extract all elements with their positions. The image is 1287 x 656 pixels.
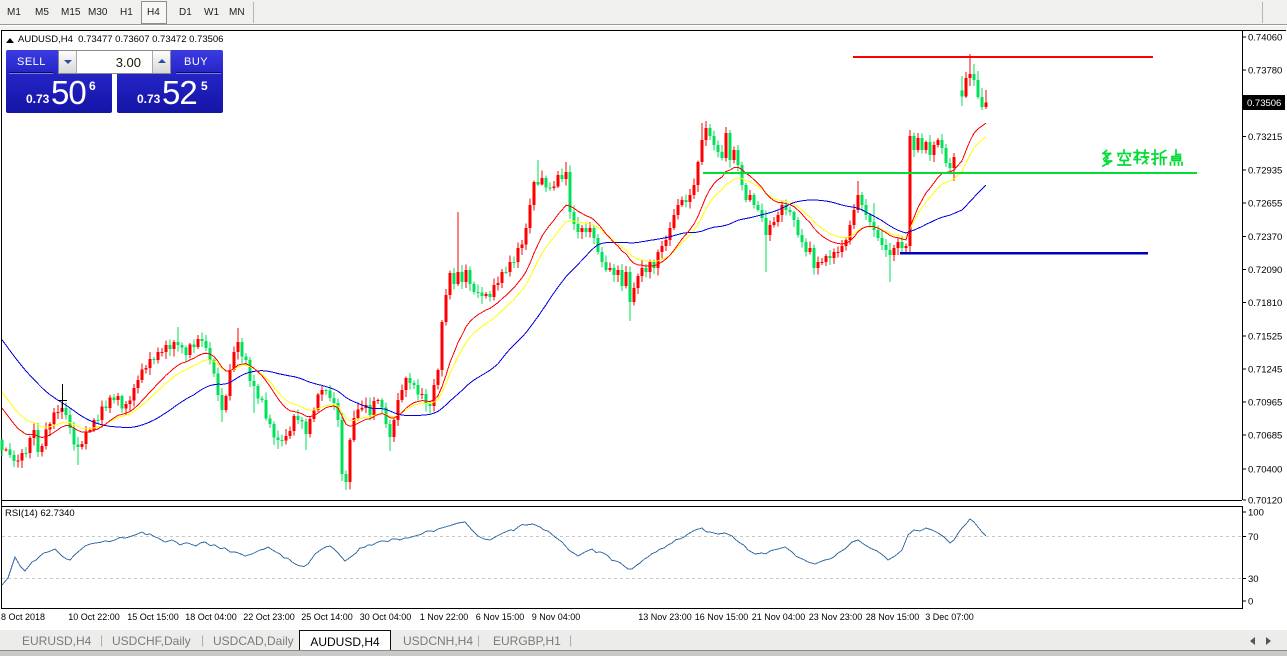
svg-text:0.72090: 0.72090 <box>1248 265 1282 276</box>
svg-text:0.71810: 0.71810 <box>1248 298 1282 309</box>
svg-text:0.72655: 0.72655 <box>1248 198 1282 209</box>
svg-text:10 Oct 22:00: 10 Oct 22:00 <box>68 612 120 622</box>
svg-text:0.70400: 0.70400 <box>1248 464 1282 475</box>
svg-text:0.73780: 0.73780 <box>1248 66 1282 77</box>
svg-text:1 Nov 22:00: 1 Nov 22:00 <box>420 612 469 622</box>
svg-text:15 Oct 15:00: 15 Oct 15:00 <box>127 612 179 622</box>
svg-text:0: 0 <box>1248 597 1253 608</box>
svg-text:100: 100 <box>1248 508 1264 519</box>
svg-text:30 Oct 04:00: 30 Oct 04:00 <box>360 612 412 622</box>
svg-text:0.72935: 0.72935 <box>1248 165 1282 176</box>
svg-text:0.70685: 0.70685 <box>1248 431 1282 442</box>
svg-text:25 Oct 14:00: 25 Oct 14:00 <box>301 612 353 622</box>
svg-text:22 Oct 23:00: 22 Oct 23:00 <box>243 612 295 622</box>
svg-text:21 Nov 04:00: 21 Nov 04:00 <box>752 612 806 622</box>
svg-text:8 Oct 2018: 8 Oct 2018 <box>1 612 45 622</box>
svg-text:30: 30 <box>1248 574 1259 585</box>
svg-text:13 Nov 23:00: 13 Nov 23:00 <box>638 612 692 622</box>
svg-text:0.72370: 0.72370 <box>1248 232 1282 243</box>
svg-text:18 Oct 04:00: 18 Oct 04:00 <box>185 612 237 622</box>
svg-text:0.70120: 0.70120 <box>1248 496 1282 507</box>
svg-text:RSI(14) 62.7340: RSI(14) 62.7340 <box>5 508 75 519</box>
svg-text:23 Nov 23:00: 23 Nov 23:00 <box>809 612 863 622</box>
svg-text:0.71245: 0.71245 <box>1248 365 1282 376</box>
svg-text:0.73506: 0.73506 <box>1247 98 1281 109</box>
svg-text:0.73215: 0.73215 <box>1248 132 1282 143</box>
svg-text:0.74060: 0.74060 <box>1248 33 1282 44</box>
svg-text:6 Nov 15:00: 6 Nov 15:00 <box>476 612 525 622</box>
svg-text:3 Dec 07:00: 3 Dec 07:00 <box>925 612 974 622</box>
svg-text:0.71525: 0.71525 <box>1248 332 1282 343</box>
svg-text:70: 70 <box>1248 532 1259 543</box>
svg-text:28 Nov 15:00: 28 Nov 15:00 <box>866 612 920 622</box>
svg-text:9 Nov 04:00: 9 Nov 04:00 <box>532 612 581 622</box>
svg-text:0.70965: 0.70965 <box>1248 398 1282 409</box>
svg-text:16 Nov 15:00: 16 Nov 15:00 <box>695 612 749 622</box>
